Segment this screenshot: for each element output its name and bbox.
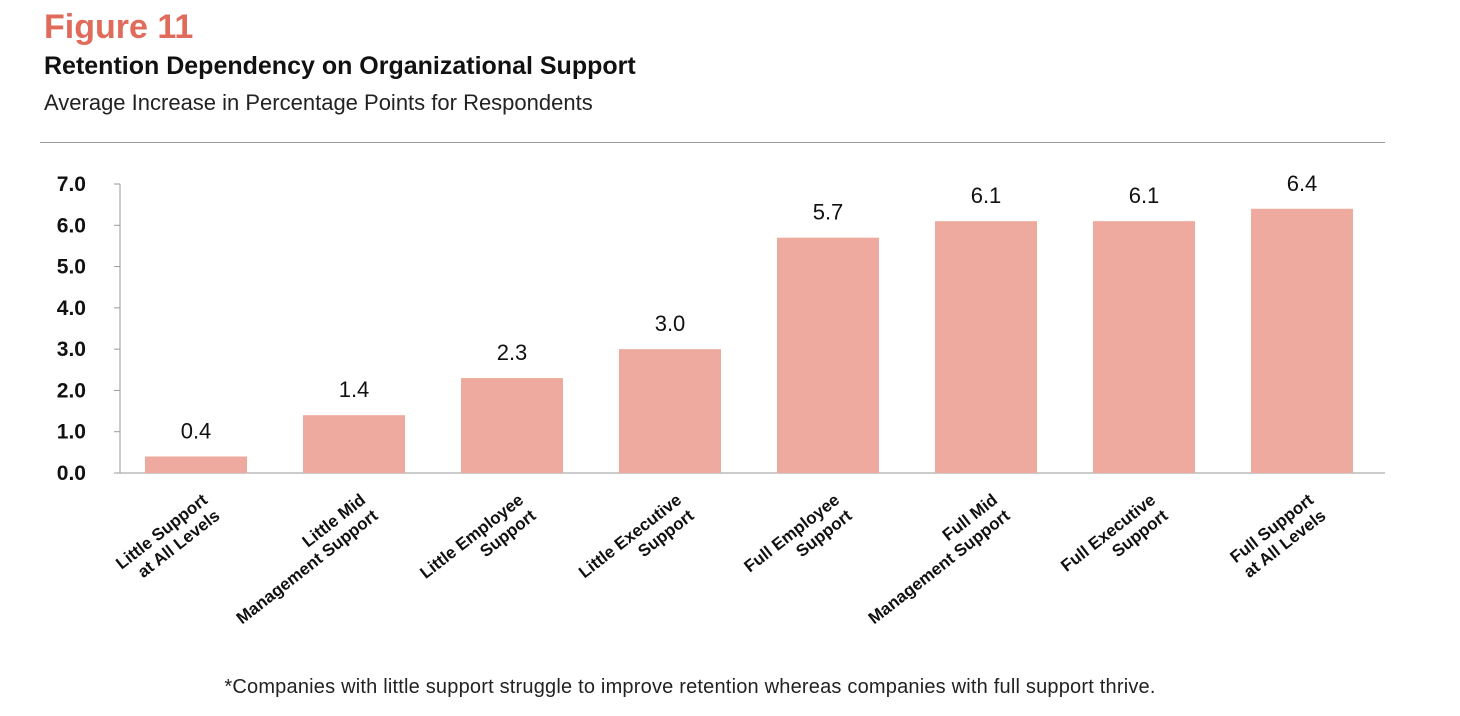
y-tick-label: 7.0: [57, 173, 86, 196]
bar: [1093, 221, 1195, 473]
bar: [145, 456, 247, 473]
footnote: *Companies with little support struggle …: [224, 676, 1156, 698]
x-tick-label-line: Management Support: [865, 506, 1014, 628]
y-tick-label: 3.0: [57, 338, 86, 361]
chart-subtitle: Average Increase in Percentage Points fo…: [44, 90, 593, 115]
bar: [1251, 208, 1353, 473]
x-tick-label-line: Management Support: [233, 506, 382, 628]
data-label: 6.1: [1129, 183, 1160, 208]
header-divider: [40, 142, 1385, 143]
y-tick-label: 5.0: [57, 256, 86, 279]
data-label: 3.0: [655, 311, 686, 336]
bar: [461, 378, 563, 473]
data-label: 2.3: [497, 340, 528, 365]
chart-title: Retention Dependency on Organizational S…: [44, 52, 636, 80]
y-tick-label: 1.0: [57, 421, 86, 444]
data-label: 0.4: [181, 418, 212, 443]
bar: [619, 349, 721, 473]
data-label: 5.7: [813, 200, 844, 225]
data-label: 6.1: [971, 183, 1002, 208]
y-tick-label: 2.0: [57, 379, 86, 402]
data-label: 6.4: [1287, 171, 1318, 196]
y-tick-label: 0.0: [57, 462, 86, 485]
bar: [935, 221, 1037, 473]
bar: [303, 415, 405, 473]
y-tick-label: 4.0: [57, 297, 86, 320]
y-tick-label: 6.0: [57, 214, 86, 237]
data-label: 1.4: [339, 377, 370, 402]
bar: [777, 237, 879, 473]
figure-label: Figure 11: [44, 8, 194, 46]
